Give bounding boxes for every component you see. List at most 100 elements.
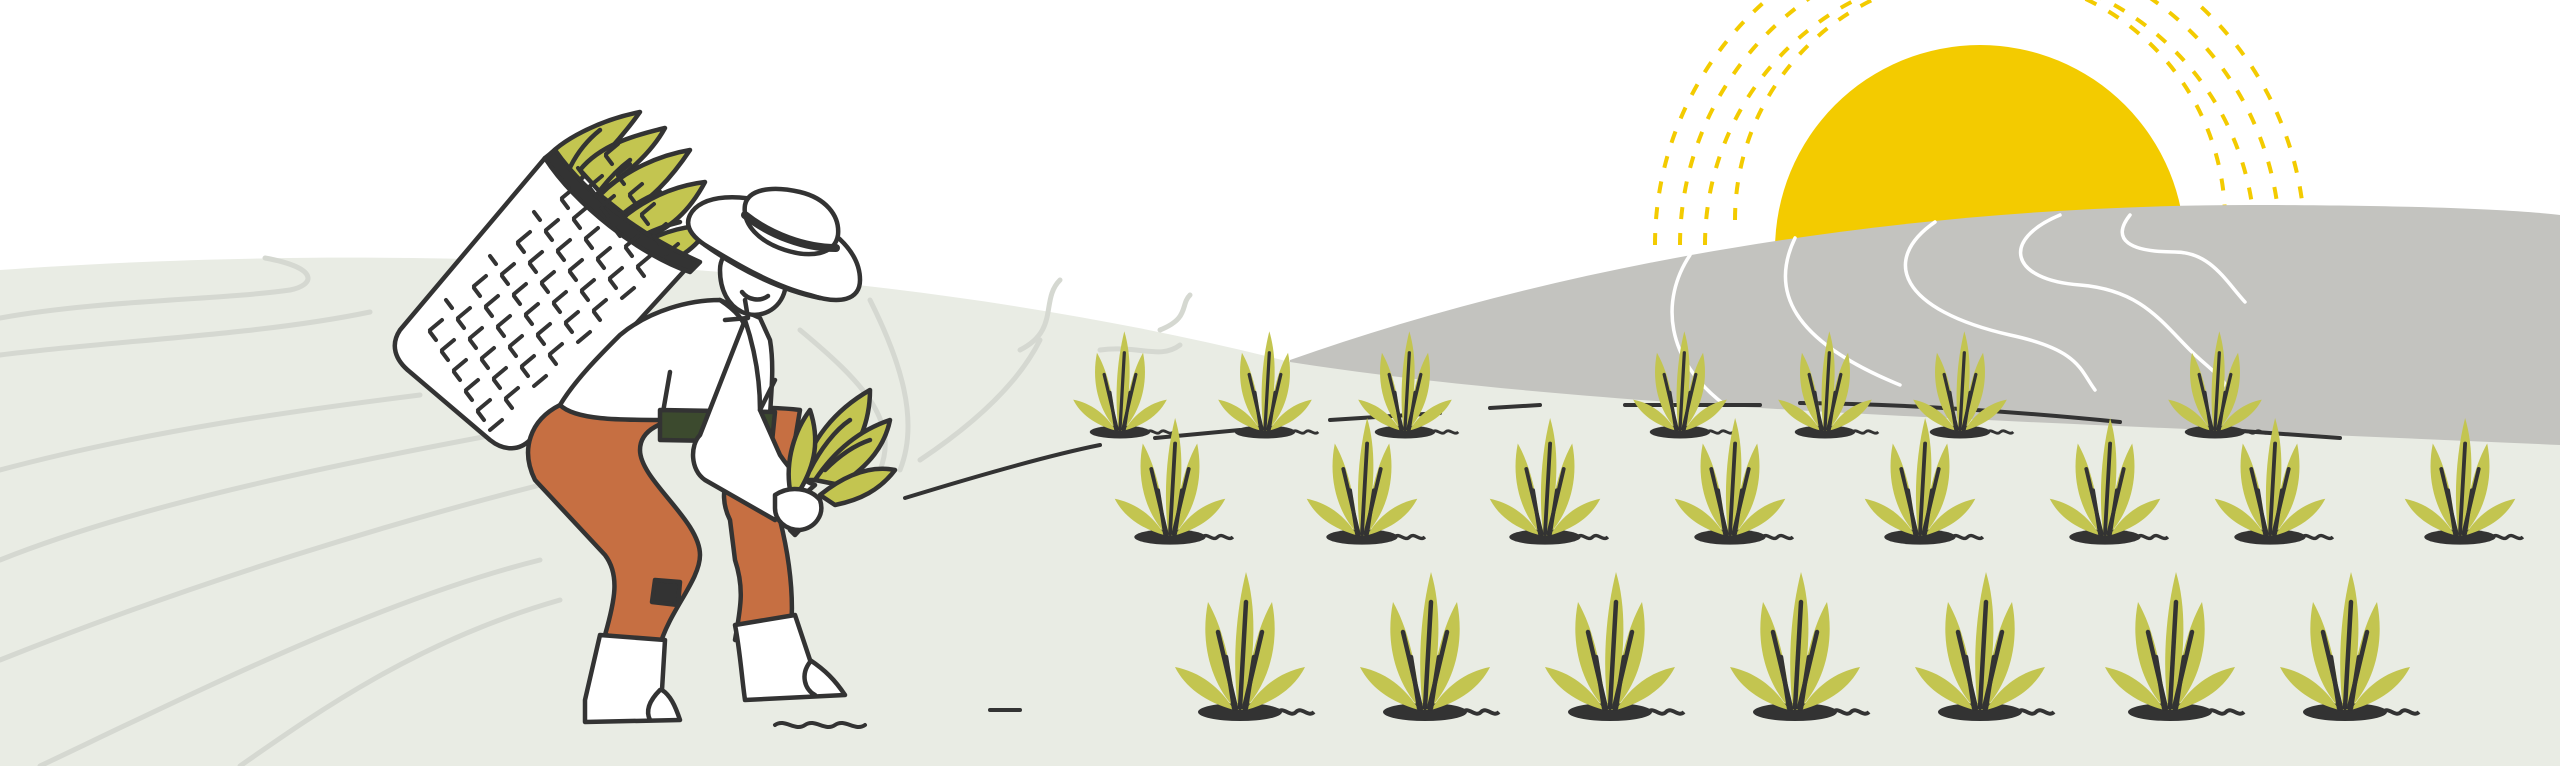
mud-hole: [1089, 425, 1151, 439]
seedling-stem: [1223, 654, 1237, 711]
field-contour-lines: [0, 255, 1193, 766]
seedling-leaf: [1801, 667, 1860, 710]
seedling-stem: [2342, 599, 2354, 711]
seedling-stem: [2256, 488, 2267, 536]
mud-ripple: [2491, 533, 2525, 541]
seedling-stem: [1958, 351, 1966, 431]
basket-weave-dash: [480, 346, 496, 360]
basket-weave-dash: [468, 338, 478, 350]
seedling-leaf: [1409, 399, 1452, 431]
seedling-leaf: [2214, 498, 2265, 536]
sun-group: [1653, 0, 2307, 250]
basket-weave-dash: [540, 270, 556, 284]
seedling-stem: [1813, 390, 1823, 431]
basket-weave-dash: [528, 262, 538, 274]
mud-hole: [2128, 703, 2212, 721]
basket-weave-dash: [496, 326, 506, 338]
seedling-leaf: [1545, 667, 1604, 710]
basket-weave-dash: [572, 218, 582, 230]
seedling-stem: [1607, 599, 1619, 711]
basket-weave-dash: [584, 238, 594, 250]
basket-weave-dash: [476, 398, 492, 412]
mud-ripple: [2136, 533, 2170, 541]
seedling-stem: [1827, 390, 1837, 431]
basket-weave-dash: [652, 234, 662, 246]
basket-weave-dash: [572, 206, 588, 220]
seedling-stem: [2153, 654, 2167, 711]
mud-ripple: [1576, 533, 1610, 541]
seedling-stem: [1348, 488, 1359, 536]
mud-hole: [1234, 425, 1296, 439]
seedling-stem: [2348, 654, 2362, 711]
rice-seedling: [1778, 331, 1880, 439]
basket-weave-dash: [576, 330, 592, 344]
seedling-stem: [1918, 441, 1928, 536]
mud-hole: [1929, 425, 1991, 439]
seedling-leaf: [1073, 399, 1116, 431]
basket-weave-dash: [452, 370, 462, 382]
rice-seedling: [1915, 572, 2056, 721]
seedling-stem: [1548, 488, 1559, 536]
basket-weave-dash: [492, 366, 508, 380]
mud-ripple: [2016, 708, 2056, 716]
seedling-stem: [1118, 351, 1126, 431]
seedling-leaf: [1684, 399, 1727, 431]
seedling-leaf: [1367, 498, 1418, 536]
basket-weave-dash: [608, 278, 618, 290]
seedling-leaf: [1269, 399, 1312, 431]
basket-weave-dash: [464, 390, 474, 402]
seedling-stem: [1263, 351, 1271, 431]
woven-basket: [392, 142, 703, 451]
seedling-stem: [1977, 599, 1989, 711]
basket-weave-dash: [568, 270, 578, 282]
seedling-stem: [2173, 654, 2187, 711]
rice-seedling: [1358, 331, 1460, 439]
seedling-stem: [1156, 488, 1167, 536]
seedling-stem: [2446, 488, 2457, 536]
mud-ripple: [1646, 708, 1686, 716]
seedling-leaf: [1306, 498, 1357, 536]
basket-weave-dash: [512, 282, 528, 296]
seedling-stem: [2273, 488, 2284, 536]
basket-weave-dash: [468, 326, 484, 340]
mud-ripple: [1276, 708, 1316, 716]
seedling-stem: [2203, 390, 2213, 431]
mud-hole: [1374, 425, 1436, 439]
basket-weave-dash: [568, 258, 584, 272]
seedling-leaf: [1246, 667, 1305, 710]
basket-weave-dash: [600, 206, 610, 218]
mud-ripple: [1851, 429, 1880, 435]
rice-seedling: [1674, 418, 1795, 545]
seedling-leaf: [1633, 399, 1676, 431]
basket-weave-dash: [604, 154, 614, 166]
seedling-stem: [1243, 654, 1257, 711]
basket-weave-dash: [564, 310, 580, 324]
mud-ripple: [1291, 429, 1320, 435]
mud-ripple: [2301, 533, 2335, 541]
seedling-stem: [2268, 441, 2278, 536]
seedling-stem: [2217, 390, 2227, 431]
seedling-leaf: [1124, 399, 1167, 431]
basket-weave-dash: [512, 294, 522, 306]
basket-weave-dash: [640, 202, 656, 216]
basket-weave-dash: [560, 186, 576, 200]
seedling-leaf: [1915, 667, 1974, 710]
basket-weave-dash: [440, 338, 456, 352]
mud-hole: [1134, 529, 1206, 545]
basket-weave-dash: [556, 250, 566, 262]
rice-seedling: [1073, 331, 1175, 439]
seedling-leaf: [1358, 399, 1401, 431]
hill-contour-lines: [1670, 213, 2247, 407]
seedling-leaf: [1829, 399, 1872, 431]
seedling-stem: [1422, 599, 1434, 711]
seedling-leaf: [2219, 399, 2262, 431]
seedling-stem: [2103, 441, 2113, 536]
seedling-stem: [2108, 488, 2119, 536]
seedling-stem: [1923, 488, 1934, 536]
basket-weave-dash: [444, 298, 454, 310]
mud-ripple: [1431, 429, 1460, 435]
rice-seedling: [1175, 572, 1316, 721]
seedling-stem: [2328, 654, 2342, 711]
seedling-stem: [1407, 390, 1417, 431]
